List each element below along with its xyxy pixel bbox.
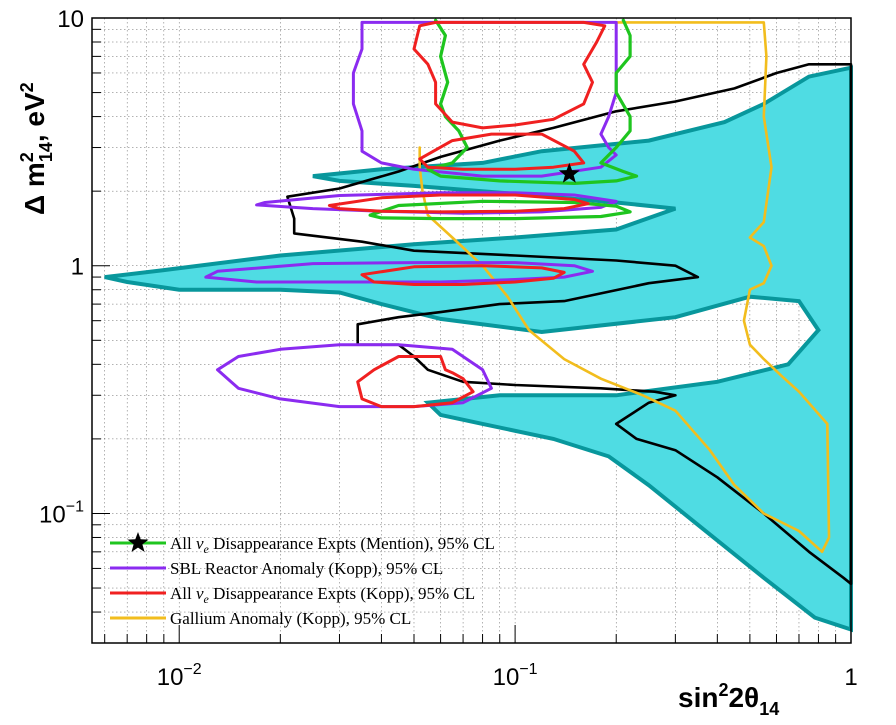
- x-tick-label: 1: [844, 664, 857, 691]
- legend-label-red: All νe Disappearance Expts (Kopp), 95% C…: [170, 584, 475, 606]
- legend: All νe Disappearance Expts (Mention), 95…: [110, 532, 495, 628]
- x-tick-label: 10−1: [493, 661, 538, 691]
- legend-star-icon: [127, 532, 149, 552]
- markers: [558, 162, 580, 183]
- legend-label-green: All νe Disappearance Expts (Mention), 95…: [170, 534, 495, 556]
- red-contour-3: [360, 264, 566, 286]
- black-contour-0: [286, 63, 853, 586]
- red-contour-0: [412, 20, 607, 130]
- purple-contour-3: [216, 343, 493, 409]
- red-contour-2: [327, 193, 590, 214]
- x-tick-label: 10−2: [157, 661, 202, 691]
- axis-ticks: 10−2 10−1 1 10−1 1 10: [39, 6, 858, 691]
- purple-contour-1: [255, 191, 618, 215]
- y-tick-label: 1: [71, 254, 84, 281]
- red-contour-4: [356, 355, 475, 409]
- purple-contour-0: [351, 20, 618, 178]
- green-contour-1: [368, 199, 632, 221]
- legend-label-gold: Gallium Anomaly (Kopp), 95% CL: [170, 609, 411, 628]
- green-contour-0: [426, 18, 639, 185]
- gold-contour-0: [418, 21, 831, 554]
- legend-label-purple: SBL Reactor Anomaly (Kopp), 95% CL: [170, 559, 443, 578]
- best-fit-star: [558, 162, 580, 183]
- contours: [204, 18, 853, 586]
- y-tick-label: 10−1: [39, 498, 84, 528]
- y-tick-label: 10: [57, 6, 84, 33]
- x-axis-label: sin22θ14: [678, 680, 779, 719]
- purple-contour-2: [204, 261, 594, 284]
- red-contour-1: [418, 132, 586, 171]
- plot-frame: [91, 17, 852, 644]
- y-axis-label: Δ m214, eV2: [17, 82, 56, 215]
